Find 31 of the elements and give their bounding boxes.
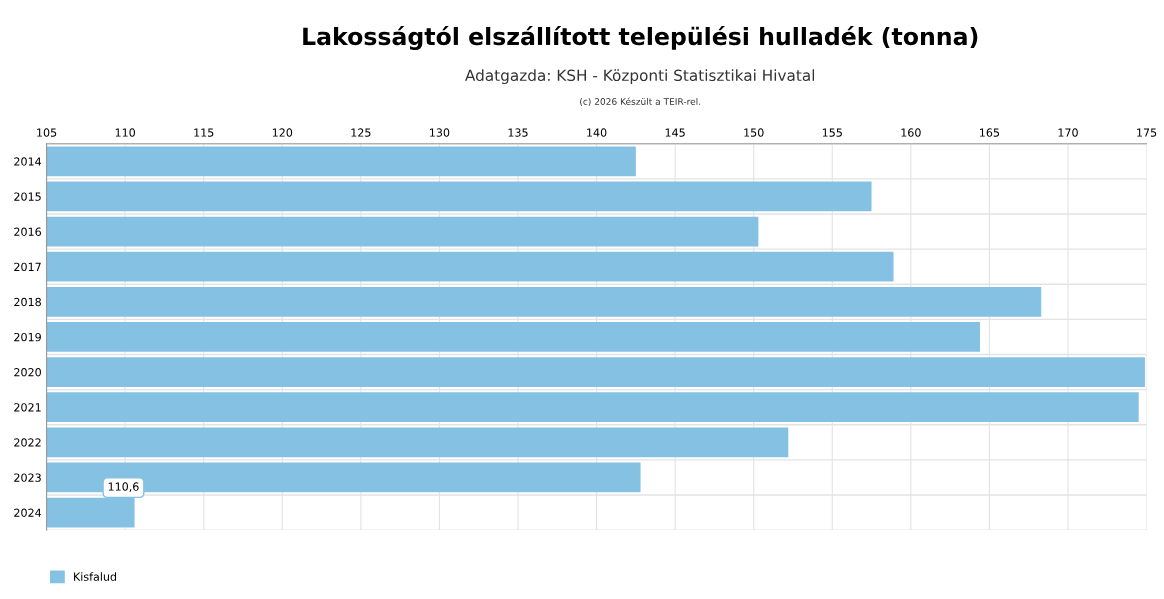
x-tick-label: 135	[508, 128, 528, 137]
y-tick-label: 2019	[14, 332, 41, 342]
y-tick-label: 2024	[14, 508, 42, 517]
y-tick-label: 2018	[14, 297, 41, 307]
chart-subtitle: Adatgazda: KSH - Központi Statisztikai Hivatal	[465, 69, 815, 85]
x-tick-label: 115	[194, 128, 214, 137]
x-tick-label: 110	[115, 128, 135, 137]
x-tick-label: 120	[272, 128, 293, 137]
y-tick-label: 2016	[14, 227, 41, 236]
legend-label: Kisfalud	[74, 572, 117, 581]
y-tick-label: 2015	[14, 192, 41, 201]
y-tick-label: 2020	[14, 368, 41, 377]
x-tick-label: 145	[665, 128, 685, 137]
x-tick-label: 140	[587, 128, 607, 137]
x-tick-label: 160	[901, 128, 921, 137]
x-tick-label: 105	[37, 128, 57, 137]
y-tick-label: 2023	[14, 473, 41, 482]
x-tick-label: 165	[980, 128, 1000, 137]
x-tick-label: 155	[822, 128, 842, 137]
x-tick-label: 150	[744, 128, 764, 137]
text: 110,6	[108, 482, 139, 492]
y-tick-label: 2021	[14, 403, 41, 412]
y-tick-label: 2022	[14, 438, 41, 447]
y-tick-label: 2017	[14, 262, 41, 272]
x-tick-label: 175	[1137, 128, 1157, 137]
y-tick-label: 2014	[14, 157, 42, 166]
text: (c) 2026 Készült a TEIR-rel.	[580, 97, 701, 107]
x-tick-label: 125	[351, 128, 371, 137]
x-tick-label: 130	[430, 128, 450, 137]
x-tick-label: 170	[1058, 128, 1078, 137]
chart-title: Lakosságtól elszállított települési hulladék (tonna)	[303, 26, 978, 51]
